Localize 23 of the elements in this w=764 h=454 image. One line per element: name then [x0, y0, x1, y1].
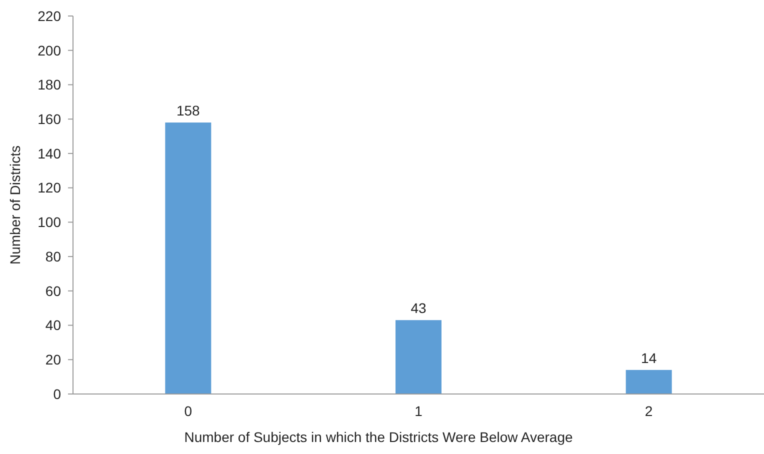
- x-axis-title: Number of Subjects in which the Districts Were Below Average: [184, 429, 573, 445]
- y-tick-label: 160: [38, 110, 62, 127]
- y-axis-title: Number of Districts: [7, 145, 23, 265]
- x-tick-label: 0: [184, 403, 192, 419]
- data-label: 158: [176, 102, 200, 119]
- y-tick-label: 200: [38, 42, 62, 58]
- y-tick-label: 20: [45, 352, 62, 368]
- y-tick-label: 0: [53, 386, 62, 402]
- x-tick-label: 1: [414, 403, 423, 419]
- y-tick-label: 80: [45, 248, 62, 264]
- y-tick-label: 40: [45, 317, 62, 334]
- data-label: 14: [641, 350, 657, 366]
- bar: [396, 320, 442, 394]
- data-label: 43: [410, 300, 426, 316]
- y-tick-label: 180: [38, 76, 62, 93]
- y-tick-label: 220: [38, 8, 62, 24]
- x-tick-label: 2: [644, 403, 653, 419]
- y-tick-label: 140: [38, 145, 62, 162]
- bar: [165, 122, 212, 394]
- y-tick-label: 120: [38, 180, 62, 196]
- y-tick-label: 100: [38, 214, 62, 230]
- y-tick-label: 60: [45, 282, 62, 299]
- bar: [626, 370, 672, 394]
